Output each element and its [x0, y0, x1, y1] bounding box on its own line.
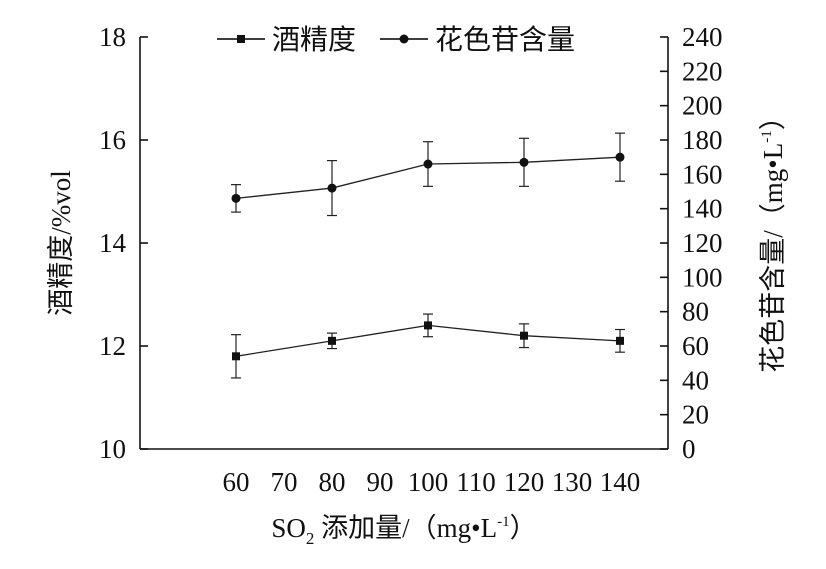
x-tick-label: 140 — [600, 467, 641, 497]
x-tick-label: 80 — [319, 467, 346, 497]
right-y-tick-label: 0 — [682, 434, 696, 464]
x-tick-label: 100 — [408, 467, 449, 497]
series-1-point — [616, 336, 624, 345]
right-y-tick-label: 20 — [682, 400, 709, 430]
left-y-tick-label: 10 — [99, 434, 126, 464]
legend-series-1-label: 酒精度 — [272, 24, 356, 56]
right-y-tick-label: 180 — [682, 125, 723, 155]
series-2-point — [423, 159, 433, 169]
right-y-tick-label: 160 — [682, 159, 723, 189]
legend-series-2-label: 花色苷含量 — [435, 24, 575, 56]
series-2-point — [327, 183, 337, 193]
legend-series-2-swatch-marker — [399, 34, 409, 44]
right-y-tick-label: 140 — [682, 194, 723, 224]
right-y-tick-label: 40 — [682, 365, 709, 395]
left-y-tick-label: 16 — [99, 125, 126, 155]
right-y-tick-label: 120 — [682, 228, 723, 258]
legend-series-1-swatch-marker — [237, 35, 245, 43]
right-y-tick-label: 80 — [682, 297, 709, 327]
series-1-point — [424, 321, 432, 330]
right-y-tick-label: 60 — [682, 331, 709, 361]
left-y-axis-title: 酒精度/%vol — [46, 170, 76, 316]
right-y-axis-title: 花色苷含量/（mg•L-1） — [758, 103, 788, 372]
series-1-point — [520, 331, 528, 340]
x-axis-title: SO2 添加量/（mg•L-1） — [271, 513, 536, 548]
right-y-tick-label: 240 — [682, 22, 723, 52]
x-tick-label: 90 — [367, 467, 394, 497]
series-1-point — [328, 336, 336, 345]
left-y-tick-label: 12 — [99, 331, 126, 361]
left-y-tick-label: 18 — [99, 22, 126, 52]
series-2-point — [615, 152, 625, 162]
left-y-tick-label: 14 — [99, 228, 127, 258]
x-tick-label: 70 — [271, 467, 298, 497]
x-tick-label: 130 — [552, 467, 593, 497]
series-2-point — [231, 193, 241, 203]
right-y-tick-label: 220 — [682, 56, 723, 86]
series-2-point — [519, 157, 529, 167]
right-y-tick-label: 200 — [682, 91, 723, 121]
x-tick-label: 120 — [504, 467, 545, 497]
series-1-point — [232, 352, 240, 361]
x-tick-label: 60 — [223, 467, 250, 497]
right-y-tick-label: 100 — [682, 262, 723, 292]
x-tick-label: 110 — [456, 467, 496, 497]
